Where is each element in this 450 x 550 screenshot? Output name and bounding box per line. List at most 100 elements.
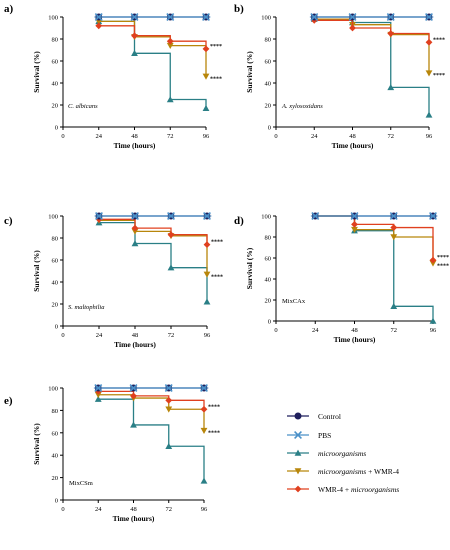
data-point: [429, 317, 437, 324]
data-point: [164, 384, 174, 392]
significance-marker: ****: [208, 431, 220, 437]
y-tick-label: 60: [52, 430, 59, 437]
data-point: [429, 256, 437, 264]
data-point: [387, 84, 395, 91]
x-axis-label: Time (hours): [332, 141, 374, 150]
x-axis-label: Time (hours): [113, 514, 155, 523]
y-tick-label: 20: [52, 475, 59, 482]
data-point: [203, 241, 211, 248]
x-axis-label: Time (hours): [114, 141, 156, 150]
series-wmr-4-microorganisms: [95, 22, 210, 53]
x-tick-label: 0: [274, 327, 277, 334]
x-axis-label: Time (hours): [334, 335, 376, 344]
y-tick-label: 0: [55, 125, 58, 132]
y-axis-label: Survival (%): [245, 51, 254, 93]
series-wmr-4-microorganisms: [311, 212, 437, 264]
organism-annotation: MixCAx: [282, 298, 306, 305]
data-point: [350, 212, 359, 220]
y-tick-label: 80: [52, 236, 59, 243]
data-point: [202, 104, 210, 112]
panel-d: d) 0 20 40 60 80 100 0 24 48 72 96 Time (hours) Survi…: [234, 212, 449, 344]
series-line: [98, 398, 205, 481]
significance-marker: ****: [433, 37, 445, 43]
legend-label-part: microorganisms: [318, 467, 366, 476]
significance-marker: ****: [208, 404, 220, 410]
x-tick-label: 96: [201, 506, 208, 513]
organism-annotation: MixCSm: [69, 480, 93, 487]
data-point: [428, 212, 438, 220]
x-tick-label: 0: [274, 133, 277, 140]
significance-marker: ****: [437, 255, 449, 261]
data-point: [429, 260, 437, 267]
legend-label: microorganisms + WMR-4: [318, 467, 399, 476]
panel-label: c): [4, 215, 13, 227]
significance-marker: ****: [211, 274, 223, 280]
y-tick-label: 40: [52, 453, 59, 460]
data-point: [130, 13, 139, 21]
y-tick-label: 100: [261, 214, 271, 221]
x-tick-label: 72: [167, 133, 174, 140]
significance-marker: ****: [433, 73, 445, 79]
x-tick-label: 96: [426, 133, 433, 140]
y-tick-label: 20: [265, 298, 272, 305]
legend-label-part: WMR-4 +: [318, 485, 351, 494]
series-pbs: [94, 212, 212, 220]
y-tick-label: 40: [52, 81, 59, 88]
legend-entry: PBS: [287, 431, 331, 440]
x-tick-label: 24: [95, 506, 102, 513]
panel-label: b): [234, 3, 244, 15]
y-tick-label: 0: [268, 125, 271, 132]
series-line: [315, 215, 434, 264]
y-tick-label: 60: [52, 258, 59, 265]
data-point: [166, 212, 176, 220]
data-point: [167, 264, 175, 271]
panel-c: c) 0 20 40 60 80 100 0 24 48 72 96 Time (hours) Survi…: [4, 212, 223, 349]
y-tick-label: 60: [52, 59, 59, 66]
x-tick-label: 72: [388, 133, 395, 140]
panel-label: a): [4, 3, 14, 15]
series-microorganisms-wmr-4: [311, 213, 437, 267]
x-tick-label: 72: [391, 327, 398, 334]
data-point: [130, 392, 137, 400]
legend-label: PBS: [318, 431, 331, 440]
y-axis-label: Survival (%): [245, 247, 254, 289]
y-tick-label: 20: [265, 103, 272, 110]
x-tick-label: 24: [96, 133, 103, 140]
series-pbs: [309, 13, 434, 21]
series-microorganisms-wmr-4: [94, 392, 208, 434]
x-tick-label: 48: [130, 506, 137, 513]
series-wmr-4-microorganisms: [310, 16, 433, 46]
series-microorganisms-wmr-4: [95, 217, 211, 278]
data-point: [425, 111, 433, 118]
x-tick-label: 48: [131, 133, 138, 140]
data-point: [94, 392, 102, 399]
data-point: [425, 38, 433, 46]
data-point: [200, 427, 208, 434]
x-tick-label: 48: [351, 327, 358, 334]
x-tick-label: 96: [203, 133, 210, 140]
legend-label: WMR-4 + microorganisms: [318, 485, 399, 494]
data-point: [390, 224, 398, 231]
y-tick-label: 100: [48, 15, 58, 22]
x-tick-label: 24: [96, 332, 103, 339]
significance-marker: ****: [437, 263, 449, 269]
panel-b: b) 0 20 40 60 80 100 0 24 48 72 96 Time (hours) Survi…: [234, 3, 445, 150]
x-tick-label: 72: [166, 506, 173, 513]
x-axis-label: Time (hours): [114, 340, 156, 349]
data-point: [390, 234, 398, 241]
data-point: [165, 13, 175, 21]
y-tick-label: 40: [265, 277, 272, 284]
data-point: [131, 240, 139, 247]
data-point: [310, 212, 320, 220]
data-point: [95, 18, 103, 25]
data-point: [390, 302, 398, 310]
legend-swatch-marker: [294, 412, 302, 420]
legend-swatch-marker: [294, 468, 302, 475]
series-microorganisms-wmr-4: [310, 16, 433, 77]
series-pbs: [94, 13, 211, 21]
y-tick-label: 20: [52, 302, 59, 309]
y-tick-label: 20: [52, 103, 59, 110]
data-point: [95, 22, 103, 30]
data-point: [94, 395, 102, 402]
